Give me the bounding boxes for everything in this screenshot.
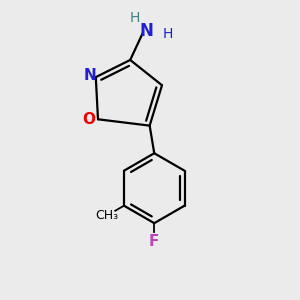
Text: H: H [162, 27, 173, 41]
Text: F: F [149, 234, 159, 249]
Text: O: O [82, 112, 95, 127]
Text: H: H [129, 11, 140, 25]
Text: CH₃: CH₃ [95, 209, 118, 222]
Text: N: N [140, 22, 153, 40]
Text: N: N [84, 68, 97, 83]
